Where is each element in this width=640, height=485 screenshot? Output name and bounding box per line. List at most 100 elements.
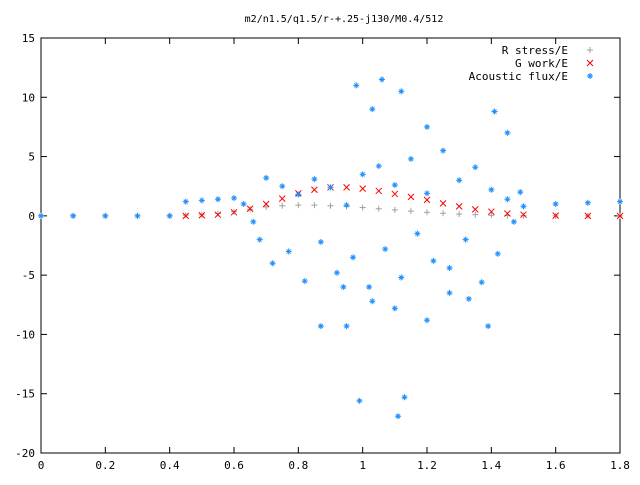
data-point [343,202,350,209]
data-point [214,196,221,203]
data-point [446,265,453,272]
data-point [504,196,511,203]
data-point [333,269,340,276]
data-point [240,201,247,207]
data-point [263,203,270,210]
data-point [317,323,324,330]
x-tick-label: 0.4 [160,459,180,472]
data-point [369,106,376,113]
data-point [375,205,382,212]
data-point [353,82,360,89]
data-point [278,195,286,203]
data-point [504,129,511,136]
data-point [414,230,421,237]
x-tick-label: 1.4 [481,459,501,472]
data-point [311,176,318,183]
legend-marker [587,73,593,79]
data-point [279,183,286,190]
data-point [343,323,350,330]
data-point [424,123,430,130]
y-tick-label: 10 [22,91,35,104]
x-tick-label: 0.8 [288,459,308,472]
data-point [262,200,270,208]
data-point [311,186,318,194]
data-point [456,211,463,218]
data-point [517,189,524,196]
data-point [327,184,334,191]
data-point [446,289,453,296]
data-point [359,204,366,211]
data-marks [38,76,624,420]
x-axis: 0 0.2 0.4 0.6 0.8 1 1.2 1.4 1.6 1.8 [38,38,630,472]
data-point [366,284,373,290]
data-point [462,236,469,243]
data-point [359,185,367,192]
data-point [616,212,624,220]
data-point [198,211,206,219]
data-point [301,278,308,285]
x-tick-label: 1.2 [417,459,437,472]
data-point [407,155,414,162]
data-point [279,202,286,209]
data-point [250,218,257,225]
series-g-work [182,184,624,220]
data-point [231,195,237,202]
data-point [317,238,324,245]
data-point [552,201,559,207]
x-tick-label: 1.8 [610,459,630,472]
data-point [488,212,495,219]
data-point [295,202,302,209]
series-acoustic-flux [38,76,623,420]
data-point [369,298,376,305]
y-tick-label: -20 [15,447,35,460]
data-point [134,212,141,219]
data-point [401,394,408,401]
data-point [472,164,479,171]
data-point [356,397,363,404]
data-point [456,177,463,184]
plot-frame [40,37,621,454]
data-point [295,191,302,198]
data-point [424,317,430,324]
data-point [311,202,318,209]
data-point [520,203,527,210]
x-tick-label: 1 [359,459,366,472]
data-point [440,147,447,154]
data-point [327,202,334,209]
data-point [214,211,222,219]
data-point [504,210,511,217]
data-point [491,108,498,115]
data-point [38,212,44,219]
y-tick-label: 15 [22,32,35,45]
data-point [182,212,190,220]
data-point [70,212,77,219]
y-axis: -20 -15 -10 -5 0 5 10 15 [15,32,620,460]
data-point [285,248,292,255]
legend-label: G work/E [515,57,568,70]
y-tick-label: -10 [15,328,35,341]
data-point [494,250,501,257]
data-point [430,257,437,264]
data-point [423,196,431,204]
data-point [391,182,398,189]
data-point [395,413,402,420]
data-point [487,208,495,216]
x-tick-label: 1.6 [546,459,566,472]
data-point [102,212,109,219]
data-point [382,246,389,253]
data-point [465,295,472,302]
data-point [455,203,463,210]
x-tick-label: 0 [38,459,45,472]
data-point [359,171,366,178]
data-point [246,205,254,213]
data-point [584,212,592,220]
data-point [230,208,238,216]
data-point [424,209,430,216]
data-point [472,211,479,218]
data-point [471,205,479,213]
data-point [440,210,447,217]
data-point [520,211,527,219]
